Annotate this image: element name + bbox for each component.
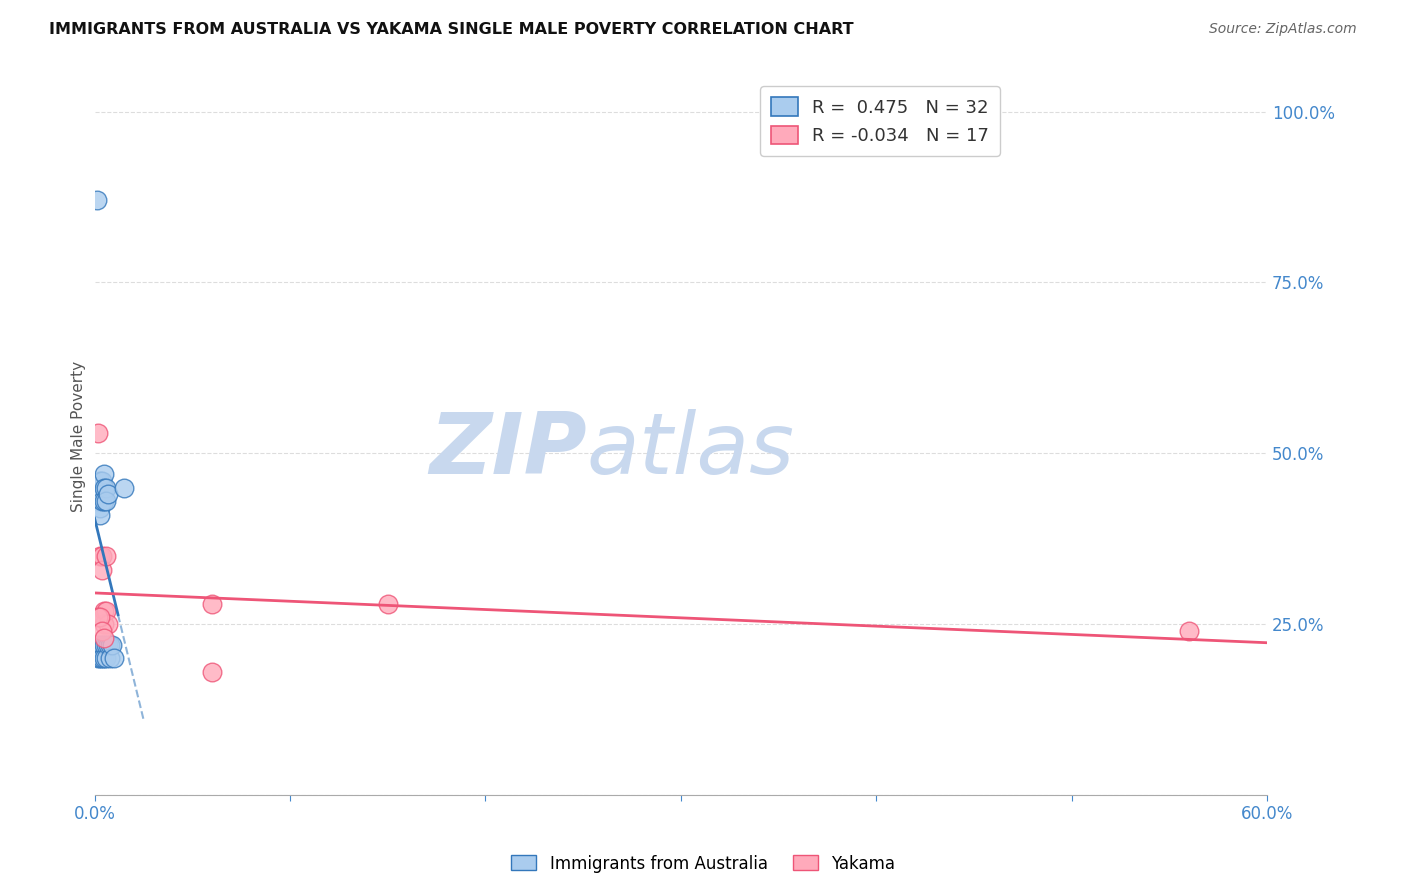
Point bbox=[87, 494, 110, 508]
Point bbox=[1177, 624, 1199, 638]
Point bbox=[86, 194, 108, 208]
Point bbox=[93, 638, 115, 652]
Text: Source: ZipAtlas.com: Source: ZipAtlas.com bbox=[1209, 22, 1357, 37]
Point bbox=[96, 651, 118, 665]
Point bbox=[91, 474, 114, 488]
Point bbox=[93, 631, 115, 645]
Point bbox=[201, 597, 224, 611]
Point bbox=[377, 597, 399, 611]
Point bbox=[97, 487, 120, 501]
Point bbox=[91, 549, 114, 563]
Point bbox=[93, 481, 115, 495]
Y-axis label: Single Male Poverty: Single Male Poverty bbox=[72, 360, 86, 512]
Point bbox=[112, 481, 135, 495]
Point bbox=[89, 638, 111, 652]
Point bbox=[89, 474, 111, 488]
Point bbox=[89, 610, 111, 624]
Point bbox=[89, 651, 111, 665]
Point bbox=[91, 638, 114, 652]
Point bbox=[91, 562, 114, 576]
Point bbox=[96, 603, 118, 617]
Point bbox=[96, 549, 118, 563]
Point bbox=[87, 481, 110, 495]
Point bbox=[89, 487, 111, 501]
Point bbox=[91, 651, 114, 665]
Point bbox=[89, 549, 111, 563]
Point bbox=[86, 638, 108, 652]
Point bbox=[97, 617, 120, 632]
Point bbox=[89, 501, 111, 516]
Text: IMMIGRANTS FROM AUSTRALIA VS YAKAMA SINGLE MALE POVERTY CORRELATION CHART: IMMIGRANTS FROM AUSTRALIA VS YAKAMA SING… bbox=[49, 22, 853, 37]
Point bbox=[93, 494, 115, 508]
Point bbox=[101, 638, 124, 652]
Point bbox=[201, 665, 224, 679]
Point bbox=[98, 638, 121, 652]
Point bbox=[93, 651, 115, 665]
Point bbox=[97, 638, 120, 652]
Point bbox=[93, 603, 115, 617]
Point bbox=[91, 487, 114, 501]
Point bbox=[93, 467, 115, 481]
Point bbox=[93, 617, 115, 632]
Text: ZIP: ZIP bbox=[429, 409, 586, 492]
Point bbox=[91, 624, 114, 638]
Point bbox=[96, 494, 118, 508]
Legend: Immigrants from Australia, Yakama: Immigrants from Australia, Yakama bbox=[505, 848, 901, 880]
Point bbox=[98, 651, 121, 665]
Point bbox=[87, 651, 110, 665]
Point bbox=[87, 610, 110, 624]
Point bbox=[96, 481, 118, 495]
Point bbox=[103, 651, 125, 665]
Text: atlas: atlas bbox=[586, 409, 794, 492]
Point bbox=[89, 508, 111, 522]
Point bbox=[91, 494, 114, 508]
Point bbox=[96, 638, 118, 652]
Legend: R =  0.475   N = 32, R = -0.034   N = 17: R = 0.475 N = 32, R = -0.034 N = 17 bbox=[759, 87, 1000, 156]
Point bbox=[87, 425, 110, 440]
